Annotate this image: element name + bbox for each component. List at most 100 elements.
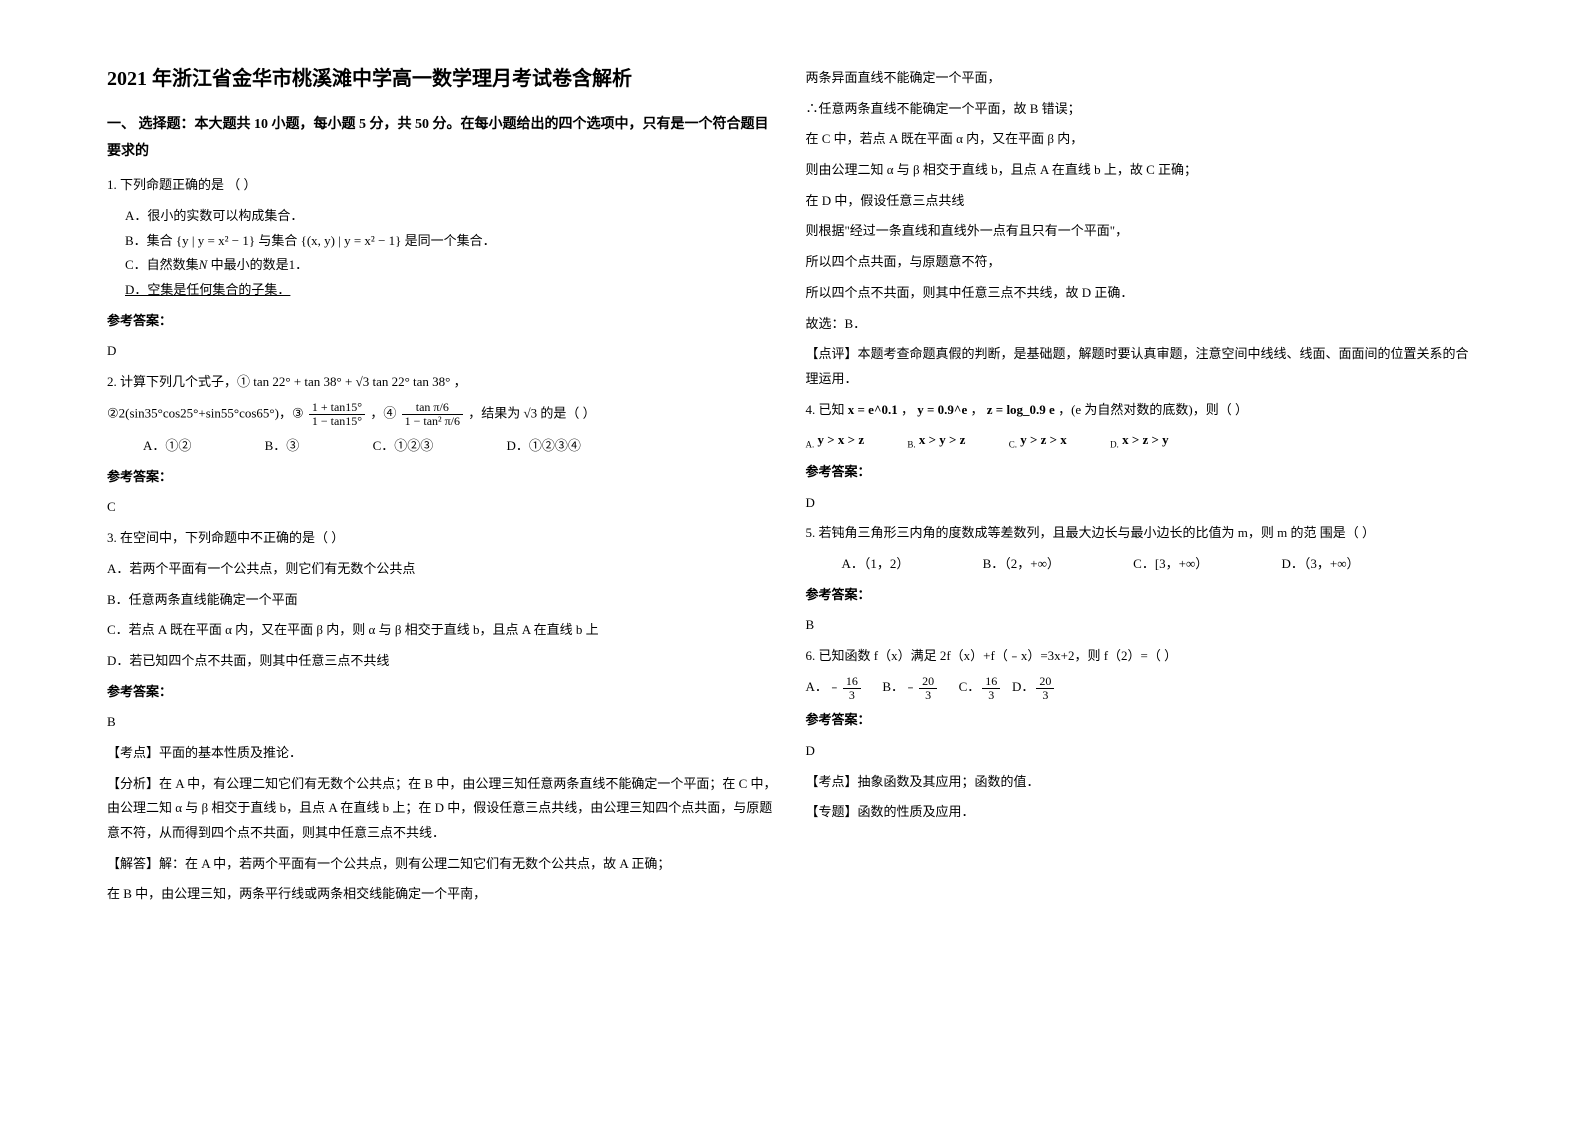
q2-frac4-num: tan π/6 <box>402 401 463 415</box>
q2-opt-a: A．①② <box>143 434 191 459</box>
q4-s2: ， <box>971 402 984 417</box>
q4-opt-a: A. y > x > z <box>806 428 865 454</box>
q3-opt-d: D．若已知四个点不共面，则其中任意三点不共线 <box>107 649 782 674</box>
q6d-den: 3 <box>1036 689 1054 702</box>
q3-exanalysis: 【分析】在 A 中，有公理二知它们有无数个公共点；在 B 中，由公理三知任意两条… <box>107 772 782 846</box>
q4-ans-label: 参考答案： <box>806 460 1481 485</box>
q2-ans-label: 参考答案： <box>107 465 782 490</box>
q2-opts: A．①② B．③ C．①②③ D．①②③④ <box>107 434 782 459</box>
q4-s1: ， <box>901 402 914 417</box>
r-l8: 所以四个点不共面，则其中任意三点不共线，故 D 正确． <box>806 281 1481 306</box>
q6d-num: 20 <box>1036 675 1054 689</box>
q4c-val: y > z > x <box>1020 432 1067 447</box>
q1b-set2: {(x, y) | y = x² − 1} <box>301 233 402 248</box>
q1c-mid: 中最小的数是 <box>207 257 288 272</box>
q1-stem: 1. 下列命题正确的是 （ ） <box>107 173 782 198</box>
r-l9: 故选：B． <box>806 312 1481 337</box>
q1-opt-c: C．自然数集N 中最小的数是1． <box>125 253 782 278</box>
q3-stem: 3. 在空间中，下列命题中不正确的是（ ） <box>107 526 782 551</box>
q2-opt-c: C．①②③ <box>373 434 434 459</box>
q4d-val: x > z > y <box>1122 432 1169 447</box>
r-l7: 所以四个点共面，与原题意不符， <box>806 250 1481 275</box>
q6-opt-b: B．﹣203 <box>882 679 939 694</box>
r-l6: 则根据"经过一条直线和直线外一点有且只有一个平面"， <box>806 219 1481 244</box>
q6-expoint: 【考点】抽象函数及其应用；函数的值． <box>806 770 1481 795</box>
q1c-post: ． <box>295 257 308 272</box>
q2-opt-b: B．③ <box>265 434 300 459</box>
q6-opt-c: C．163 <box>959 679 1003 694</box>
q4-post: ，(e 为自然对数的底数)，则（ ） <box>1058 402 1248 417</box>
q4b-lab: B. <box>907 440 915 450</box>
q5-opt-c: C．[3，+∞） <box>1133 552 1208 577</box>
q1-ans: D <box>107 339 782 364</box>
r-l2: ∴任意两条直线不能确定一个平面，故 B 错误； <box>806 97 1481 122</box>
q3-ans-label: 参考答案： <box>107 680 782 705</box>
q4-stem: 4. 已知 x = e^0.1 ， y = 0.9^e ， z = log_0.… <box>806 398 1481 423</box>
q6d-lab: D． <box>1012 679 1034 694</box>
q2-mid: ， <box>454 374 467 389</box>
q5-opts: A．（1，2） B．（2，+∞） C．[3，+∞） D．（3，+∞） <box>806 552 1481 577</box>
q2-frac3: 1 + tan15° 1 − tan15° <box>309 401 365 428</box>
q4-opt-b: B. x > y > z <box>907 428 965 454</box>
q5-opt-a: A．（1，2） <box>842 552 910 577</box>
q2-frac4-den: 1 − tan² π/6 <box>402 415 463 428</box>
q4-ans: D <box>806 491 1481 516</box>
q2-stem-line1: 2. 计算下列几个式子，① tan 22° + tan 38° + √3 tan… <box>107 370 782 395</box>
q3-expoint: 【考点】平面的基本性质及推论． <box>107 741 782 766</box>
q3-opt-c: C．若点 A 既在平面 α 内，又在平面 β 内，则 α 与 β 相交于直线 b… <box>107 618 782 643</box>
q1b-mid: 与集合 <box>258 233 297 248</box>
q1d-text: D．空集是任何集合的子集． <box>125 282 290 297</box>
q2-2b: ，④ <box>370 405 396 420</box>
q2-frac3-den: 1 − tan15° <box>309 415 365 428</box>
q4b-val: x > y > z <box>919 432 966 447</box>
q2-expr1: tan 22° + tan 38° + √3 tan 22° tan 38° <box>253 374 450 389</box>
q5-ans-label: 参考答案： <box>806 583 1481 608</box>
q6-ans-label: 参考答案： <box>806 708 1481 733</box>
q6c-frac: 163 <box>982 675 1000 702</box>
q6b-num: 20 <box>919 675 937 689</box>
q3-opt-b: B．任意两条直线能确定一个平面 <box>107 588 782 613</box>
q4-opts: A. y > x > z B. x > y > z C. y > z > x D… <box>806 428 1481 454</box>
q5-ans: B <box>806 613 1481 638</box>
q2-2d: 的是（ ） <box>540 405 595 420</box>
q6-ans: D <box>806 739 1481 764</box>
q6a-num: 16 <box>843 675 861 689</box>
q1b-pre: B．集合 <box>125 233 173 248</box>
q4-opt-c: C. y > z > x <box>1009 428 1067 454</box>
q1-opt-d: D．空集是任何集合的子集． <box>125 278 782 303</box>
q1c-pre: C．自然数集 <box>125 257 199 272</box>
q4-z: z = log_0.9 e <box>987 402 1055 417</box>
r-l1: 两条异面直线不能确定一个平面， <box>806 66 1481 91</box>
section-a-head: 一、 选择题：本大题共 10 小题，每小题 5 分，共 50 分。在每小题给出的… <box>107 112 782 165</box>
q6d-frac: 203 <box>1036 675 1054 702</box>
q2-frac4: tan π/6 1 − tan² π/6 <box>402 401 463 428</box>
q2-2c: ，结果为 <box>468 405 520 420</box>
page-title: 2021 年浙江省金华市桃溪滩中学高一数学理月考试卷含解析 <box>107 60 782 98</box>
q6b-frac: 203 <box>919 675 937 702</box>
q1-opt-b: B．集合 {y | y = x² − 1} 与集合 {(x, y) | y = … <box>125 229 782 254</box>
q4a-lab: A. <box>806 440 815 450</box>
q4c-lab: C. <box>1009 440 1017 450</box>
q6-opt-d: D．203 <box>1012 679 1056 694</box>
q1-opt-a: A．很小的实数可以构成集合． <box>125 204 782 229</box>
q6-opt-a: A．﹣163 <box>806 679 863 694</box>
q2-opt-d: D．①②③④ <box>506 434 580 459</box>
q4-pre: 4. 已知 <box>806 402 845 417</box>
q4-x: x = e^0.1 <box>848 402 898 417</box>
q2-pre: 2. 计算下列几个式子，① <box>107 374 250 389</box>
q6c-den: 3 <box>982 689 1000 702</box>
q3-opt-a: A．若两个平面有一个公共点，则它们有无数个公共点 <box>107 557 782 582</box>
q2-sqrt3: √3 <box>524 405 538 420</box>
q4-y: y = 0.9^e <box>917 402 967 417</box>
q3-exsolve2: 在 B 中，由公理三知，两条平行线或两条相交线能确定一个平南， <box>107 882 782 907</box>
r-l5: 在 D 中，假设任意三点共线 <box>806 189 1481 214</box>
q5-opt-b: B．（2，+∞） <box>983 552 1060 577</box>
q2-2a: ②2(sin35°cos25°+sin55°cos65°)，③ <box>107 405 304 420</box>
q4d-lab: D. <box>1110 440 1119 450</box>
q3-ans: B <box>107 710 782 735</box>
r-l4: 则由公理二知 α 与 β 相交于直线 b，且点 A 在直线 b 上，故 C 正确… <box>806 158 1481 183</box>
q6a-den: 3 <box>843 689 861 702</box>
q6b-den: 3 <box>919 689 937 702</box>
q1b-post: 是同一个集合． <box>405 233 496 248</box>
q3-exsolve1: 【解答】解：在 A 中，若两个平面有一个公共点，则有公理二知它们有无数个公共点，… <box>107 852 782 877</box>
